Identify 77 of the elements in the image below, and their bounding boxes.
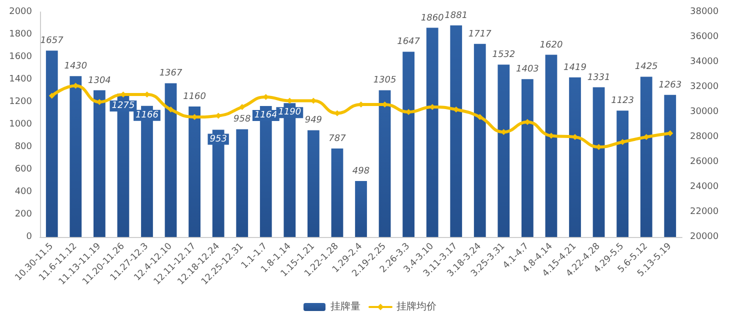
data-label: 1403 [516, 64, 540, 75]
bar [331, 148, 344, 237]
point [48, 92, 55, 99]
y-tick-label: 400 [14, 187, 32, 197]
bar [474, 44, 486, 237]
point [476, 114, 483, 120]
data-label: 1419 [564, 62, 587, 73]
bar [188, 106, 200, 237]
bar [94, 90, 106, 237]
bar [164, 83, 177, 237]
y2-tick-label: 22000 [690, 207, 719, 217]
bar [212, 130, 224, 237]
bar [236, 129, 248, 237]
bar [569, 77, 581, 237]
y-tick-label: 2000 [9, 7, 32, 17]
y-tick-label: 1400 [9, 74, 32, 84]
y-tick-label: 1000 [9, 120, 32, 130]
data-label: 1657 [40, 36, 64, 46]
bar [426, 28, 438, 237]
data-label: 1532 [492, 50, 516, 60]
point [239, 104, 246, 110]
y2-tick-label: 30000 [690, 107, 719, 117]
data-label: 1425 [634, 62, 658, 72]
data-label: 953 [210, 134, 228, 144]
data-label: 498 [352, 166, 370, 176]
y2-tick-label: 32000 [690, 82, 719, 92]
data-label: 1620 [540, 40, 563, 50]
data-label: 1860 [420, 13, 444, 24]
point [168, 106, 174, 112]
y-tick-label: 200 [14, 210, 32, 220]
data-label: 1123 [611, 96, 634, 106]
data-label: 1304 [88, 76, 112, 86]
y-tick-label: 600 [14, 164, 32, 174]
bar [378, 90, 391, 237]
data-label: 949 [304, 116, 322, 126]
data-label: 1881 [444, 10, 468, 21]
y2-tick-label: 36000 [690, 32, 719, 42]
y-tick-label: 1200 [9, 97, 32, 107]
bar [664, 94, 676, 237]
bar [522, 79, 534, 237]
y-tick-label: 1800 [9, 30, 32, 40]
data-label: 787 [328, 134, 346, 144]
data-label: 1331 [587, 72, 610, 83]
bar [402, 52, 414, 237]
bar [616, 110, 628, 237]
bar [70, 76, 82, 237]
data-label: 1263 [658, 80, 682, 90]
data-label: 1717 [468, 29, 492, 40]
data-label: 1164 [254, 110, 278, 121]
y-tick-label: 1600 [9, 52, 32, 62]
y-tick-label: 0 [26, 232, 32, 242]
legend-label: 挂牌均价 [396, 300, 436, 312]
data-label: 958 [234, 114, 251, 125]
bar [498, 64, 510, 237]
bar [545, 54, 558, 237]
bar [46, 50, 58, 237]
y2-tick-label: 38000 [690, 7, 719, 17]
y2-tick-label: 28000 [690, 132, 719, 142]
y2-tick-label: 26000 [690, 157, 719, 167]
data-label: 1367 [159, 68, 183, 79]
bar [450, 25, 462, 237]
y-tick-label: 800 [14, 142, 32, 152]
y2-tick-label: 34000 [690, 57, 719, 67]
data-label: 1190 [278, 108, 302, 118]
bar [592, 87, 605, 237]
data-label: 1647 [397, 37, 420, 48]
data-label: 1430 [64, 62, 88, 72]
data-label: 1275 [112, 101, 135, 111]
legend-label: 挂牌量 [330, 300, 360, 312]
data-label: 1160 [183, 92, 206, 102]
bar [640, 76, 652, 237]
y2-tick-label: 24000 [690, 182, 719, 192]
bar [355, 180, 367, 237]
y2-tick-label: 20000 [690, 232, 719, 242]
data-label: 1166 [136, 110, 159, 120]
data-label: 1305 [373, 76, 397, 86]
bar [308, 130, 320, 237]
